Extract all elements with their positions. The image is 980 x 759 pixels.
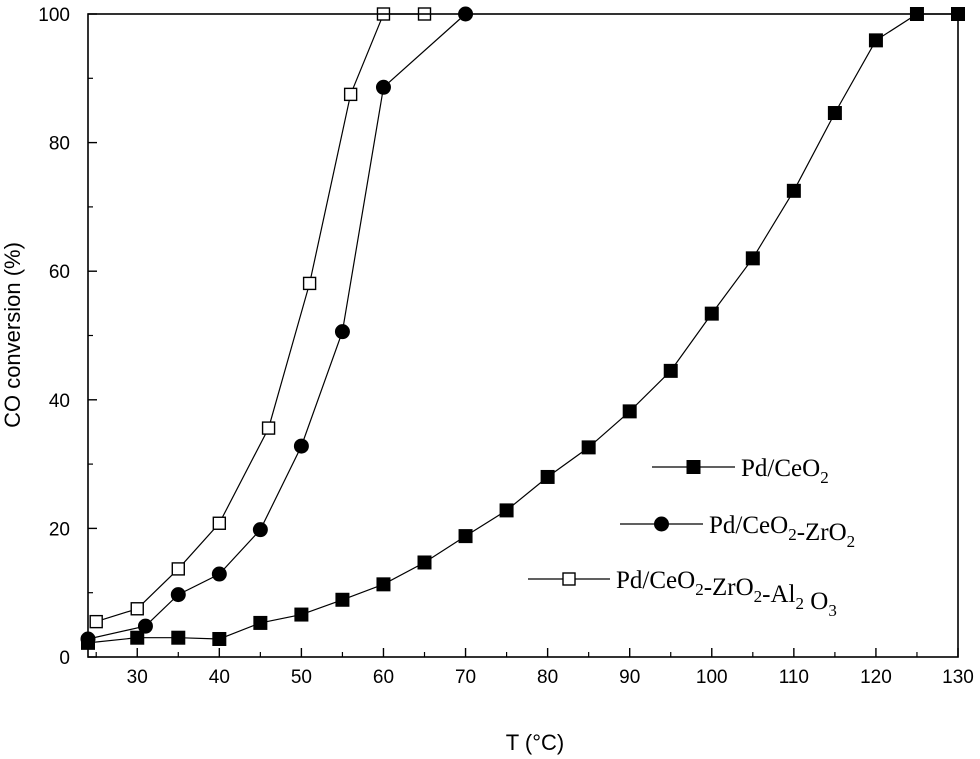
legend-marker bbox=[654, 516, 669, 532]
data-point bbox=[171, 630, 186, 645]
data-point bbox=[252, 522, 268, 538]
data-point bbox=[212, 516, 227, 530]
data-point bbox=[581, 440, 596, 455]
data-point bbox=[343, 87, 358, 102]
legend-subscript: 2 bbox=[788, 525, 797, 544]
data-point bbox=[294, 607, 309, 622]
x-tick-label: 90 bbox=[619, 667, 640, 688]
y-tick-label: 20 bbox=[49, 519, 70, 540]
legend-marker bbox=[562, 572, 576, 586]
series-line bbox=[87, 13, 466, 640]
data-point bbox=[458, 529, 473, 544]
y-tick-label: 80 bbox=[49, 134, 70, 155]
x-tick-label: 120 bbox=[860, 667, 892, 688]
y-tick-label: 0 bbox=[59, 648, 70, 669]
legend-label: Pd/CeO2-ZrO2-Al2 O3 bbox=[616, 567, 837, 620]
legend-entry: Pd/CeO2-ZrO2 bbox=[620, 512, 855, 551]
axes bbox=[87, 13, 959, 658]
x-tick-label: 60 bbox=[373, 667, 394, 688]
data-point bbox=[745, 251, 760, 266]
data-point bbox=[170, 587, 186, 603]
data-point bbox=[293, 438, 309, 454]
data-point bbox=[335, 592, 350, 607]
data-point bbox=[212, 631, 227, 646]
data-point bbox=[130, 602, 144, 616]
legend-entry: Pd/CeO2 bbox=[652, 455, 829, 487]
data-point bbox=[417, 555, 432, 570]
data-point bbox=[89, 614, 103, 629]
data-point bbox=[302, 276, 317, 291]
data-point bbox=[868, 33, 883, 48]
data-point bbox=[261, 421, 276, 435]
x-tick-label: 70 bbox=[455, 667, 476, 688]
legend-label-part: -ZrO bbox=[704, 574, 754, 601]
data-point bbox=[704, 306, 719, 321]
x-tick-label: 80 bbox=[537, 667, 558, 688]
legend-label-part: Pd/CeO bbox=[709, 512, 788, 539]
legend-label: Pd/CeO2-ZrO2 bbox=[709, 512, 855, 551]
legend-label-part: O bbox=[804, 588, 828, 615]
y-tick-label: 60 bbox=[49, 262, 70, 283]
x-tick-label: 100 bbox=[696, 667, 728, 688]
x-tick-label: 30 bbox=[127, 667, 148, 688]
legend-subscript: 2 bbox=[847, 532, 856, 551]
tick-labels: 30 40 50 60 70 80 90 100 110 120 130 0 20 40 60 80 100 bbox=[38, 5, 974, 688]
legend-label-part: Pd/CeO bbox=[741, 455, 820, 482]
data-point bbox=[334, 324, 350, 340]
data-point bbox=[137, 618, 153, 634]
series-line bbox=[87, 13, 958, 644]
x-tick-label: 130 bbox=[942, 667, 974, 688]
data-point bbox=[622, 404, 637, 419]
legend-subscript: 2 bbox=[796, 594, 805, 613]
legend-subscript: 3 bbox=[828, 601, 837, 620]
data-point bbox=[253, 615, 268, 630]
x-tick-label: 50 bbox=[291, 667, 312, 688]
data-point bbox=[540, 469, 555, 484]
data-point bbox=[663, 363, 678, 378]
x-axis-title: T (°C) bbox=[506, 730, 565, 755]
series-1 bbox=[81, 7, 965, 650]
x-tick-label: 40 bbox=[209, 667, 230, 688]
legend-label: Pd/CeO2 bbox=[741, 455, 829, 487]
data-point bbox=[786, 183, 801, 198]
data-point bbox=[171, 562, 185, 576]
legend-label-part: -ZrO bbox=[797, 519, 847, 546]
y-tick-label: 100 bbox=[38, 5, 70, 26]
y-tick-label: 40 bbox=[49, 391, 70, 412]
y-axis-title: CO conversion (%) bbox=[0, 242, 25, 428]
data-point bbox=[827, 106, 842, 121]
legend-marker bbox=[686, 460, 701, 474]
legend-subscript: 2 bbox=[820, 468, 829, 487]
plot-frame bbox=[87, 13, 959, 658]
data-point bbox=[375, 79, 391, 95]
legend-label-part: -Al bbox=[762, 581, 795, 608]
data-point bbox=[130, 630, 145, 645]
series-layer bbox=[80, 6, 965, 650]
data-point bbox=[376, 577, 391, 592]
legend-label-part: Pd/CeO bbox=[616, 567, 695, 594]
x-tick-label: 110 bbox=[779, 667, 809, 688]
data-point bbox=[211, 566, 227, 582]
legend-subscript: 2 bbox=[754, 587, 763, 606]
data-point bbox=[499, 503, 514, 518]
legend-subscript: 2 bbox=[695, 580, 704, 599]
legend-entry: Pd/CeO2-ZrO2-Al2 O3 bbox=[528, 567, 837, 620]
series-2 bbox=[80, 6, 474, 647]
